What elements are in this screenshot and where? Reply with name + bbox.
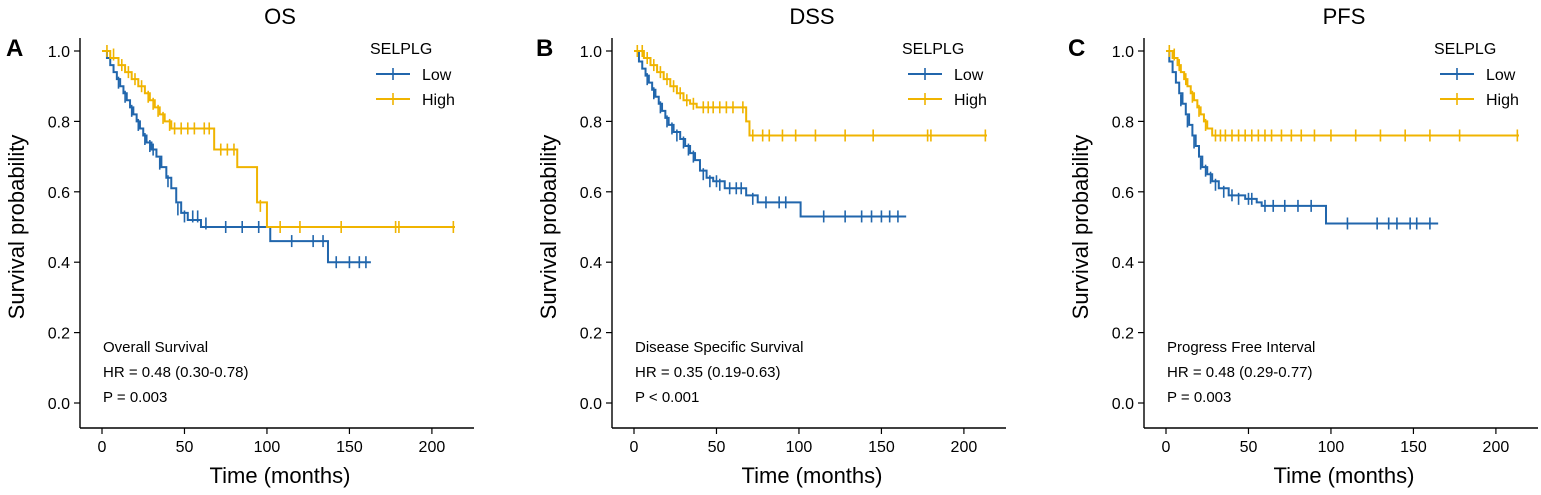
panel-letter: C xyxy=(1068,35,1085,62)
km-panel-c: C PFS 0.0 0.2 0.4 0.6 0.8 1.0 0 50 100 150 200 Time (… xyxy=(1068,4,1538,488)
x-tick-label: 100 xyxy=(254,439,281,456)
y-axis-label: Survival probability xyxy=(1068,135,1093,320)
x-axis-label: Time (months) xyxy=(210,463,351,488)
x-tick-label: 150 xyxy=(1400,439,1427,456)
legend-item-high: High xyxy=(1440,92,1519,109)
x-tick-label: 100 xyxy=(1318,439,1345,456)
stats-annotation: HR = 0.35 (0.19-0.63) xyxy=(635,364,781,381)
x-tick-label: 150 xyxy=(868,439,895,456)
legend-item-low: Low xyxy=(908,67,984,84)
y-tick-label: 0.0 xyxy=(48,396,70,413)
y-tick-label: 0.0 xyxy=(580,396,602,413)
x-axis-label: Time (months) xyxy=(1274,463,1415,488)
y-tick-label: 1.0 xyxy=(1112,44,1134,61)
y-tick-label: 0.6 xyxy=(1112,185,1134,202)
stats-annotation: P = 0.003 xyxy=(103,389,167,406)
y-tick-label: 0.8 xyxy=(580,114,602,131)
series-high xyxy=(634,45,987,142)
series-low xyxy=(102,50,371,269)
stats-annotation: Disease Specific Survival xyxy=(635,339,803,356)
series-low xyxy=(634,50,907,223)
stats-annotation: HR = 0.48 (0.30-0.78) xyxy=(103,364,249,381)
y-tick-label: 0.4 xyxy=(580,255,602,272)
x-tick-label: 200 xyxy=(419,439,446,456)
panel-letter: B xyxy=(536,35,553,62)
x-tick-label: 0 xyxy=(98,439,107,456)
stats-annotation: Overall Survival xyxy=(103,339,208,356)
y-axis-label: Survival probability xyxy=(536,135,561,320)
stats-annotation: HR = 0.48 (0.29-0.77) xyxy=(1167,364,1313,381)
chart-title: PFS xyxy=(1323,4,1366,29)
legend-label: Low xyxy=(422,67,452,84)
y-tick-label: 0.8 xyxy=(48,114,70,131)
legend-label: High xyxy=(422,92,455,109)
y-tick-label: 0.2 xyxy=(1112,326,1134,343)
stats-annotation: P = 0.003 xyxy=(1167,389,1231,406)
y-tick-label: 0.8 xyxy=(1112,114,1134,131)
y-tick-label: 0.2 xyxy=(580,326,602,343)
km-panel-a: A OS 0.0 0.2 0.4 0.6 0.8 1.0 0 50 100 150 200 Time (m… xyxy=(4,4,474,488)
legend-label: High xyxy=(954,92,987,109)
legend-title: SELPLG xyxy=(1434,41,1496,58)
x-tick-label: 50 xyxy=(708,439,726,456)
stats-annotation: P < 0.001 xyxy=(635,389,699,406)
y-tick-label: 0.0 xyxy=(1112,396,1134,413)
legend-item-high: High xyxy=(376,92,455,109)
x-tick-label: 0 xyxy=(1162,439,1171,456)
legend-item-low: Low xyxy=(1440,67,1516,84)
y-tick-label: 0.2 xyxy=(48,326,70,343)
survival-curve-high xyxy=(1166,50,1519,137)
x-axis-label: Time (months) xyxy=(742,463,883,488)
y-tick-label: 1.0 xyxy=(48,44,70,61)
legend-label: High xyxy=(1486,92,1519,109)
y-tick-label: 1.0 xyxy=(580,44,602,61)
y-tick-label: 0.6 xyxy=(580,185,602,202)
survival-curve-low xyxy=(1166,50,1439,225)
legend-label: Low xyxy=(954,67,984,84)
chart-title: OS xyxy=(264,4,296,29)
legend-label: Low xyxy=(1486,67,1516,84)
x-tick-label: 200 xyxy=(951,439,978,456)
x-tick-label: 100 xyxy=(786,439,813,456)
y-tick-label: 0.4 xyxy=(48,255,70,272)
survival-curve-low xyxy=(634,50,907,218)
x-tick-label: 200 xyxy=(1483,439,1510,456)
x-tick-label: 50 xyxy=(1240,439,1258,456)
km-panel-b: B DSS 0.0 0.2 0.4 0.6 0.8 1.0 0 50 100 150 200 Time (… xyxy=(536,4,1006,488)
y-tick-label: 0.6 xyxy=(48,185,70,202)
series-high xyxy=(102,45,455,233)
x-tick-label: 0 xyxy=(630,439,639,456)
legend-item-high: High xyxy=(908,92,987,109)
y-axis-label: Survival probability xyxy=(4,135,29,320)
legend-title: SELPLG xyxy=(370,41,432,58)
survival-curve-high xyxy=(102,50,455,228)
stats-annotation: Progress Free Interval xyxy=(1167,339,1315,356)
chart-title: DSS xyxy=(789,4,834,29)
series-high xyxy=(1166,45,1519,142)
y-tick-label: 0.4 xyxy=(1112,255,1134,272)
survival-curve-high xyxy=(634,50,987,137)
series-low xyxy=(1166,50,1439,230)
x-tick-label: 50 xyxy=(176,439,194,456)
legend-title: SELPLG xyxy=(902,41,964,58)
panel-letter: A xyxy=(6,35,23,62)
legend-item-low: Low xyxy=(376,67,452,84)
x-tick-label: 150 xyxy=(336,439,363,456)
